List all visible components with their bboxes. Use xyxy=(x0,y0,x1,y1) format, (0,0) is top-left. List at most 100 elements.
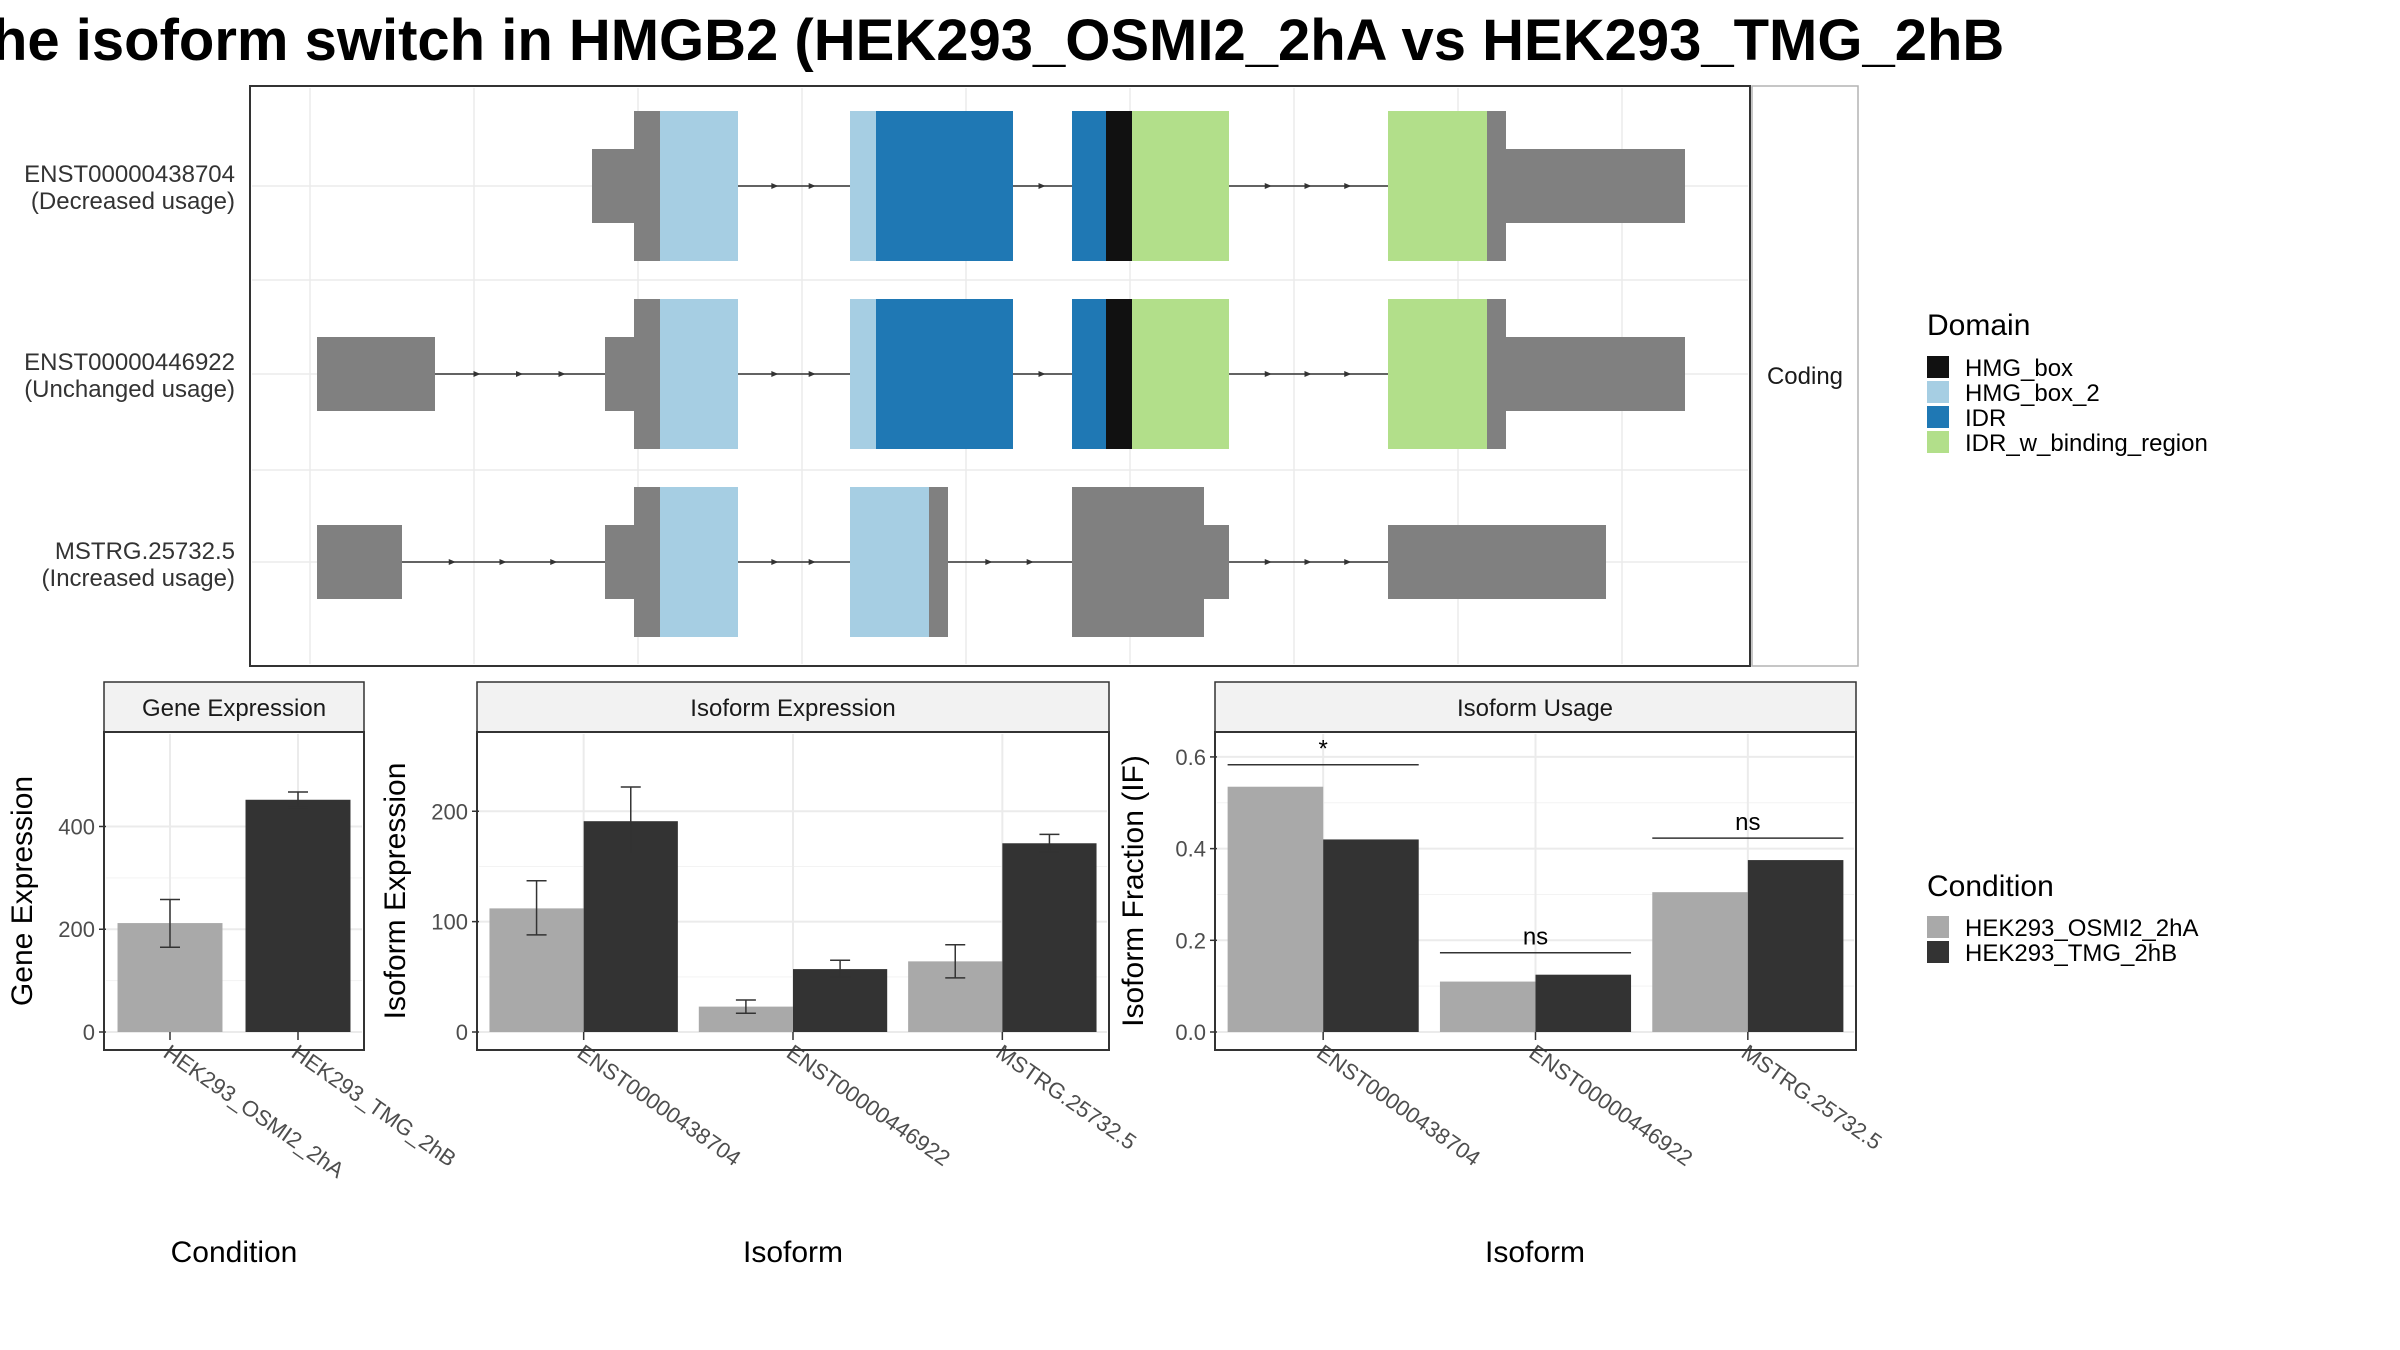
domain-legend: Domain HMG_box HMG_box_2 IDR IDR_w_bindi… xyxy=(1927,309,2208,457)
bar xyxy=(1535,974,1632,1032)
isoform-expression-panel: Isoform Expression 0 100 200 ENST0000043870… xyxy=(379,681,1141,1269)
bar xyxy=(1323,839,1419,1032)
condition-legend-title: Condition xyxy=(1927,870,2054,903)
isoform-expression-y-title: Isoform Expression xyxy=(379,763,412,1020)
domain-hmg-box-2 xyxy=(660,487,738,637)
transcript-models xyxy=(317,111,1685,637)
intron-arrow xyxy=(1038,183,1046,189)
utr-exon xyxy=(592,149,634,223)
legend-label-osmi2: HEK293_OSMI2_2hA xyxy=(1965,915,2198,942)
bar xyxy=(1747,860,1844,1032)
y-tick-label: 200 xyxy=(58,917,95,942)
bar xyxy=(1439,981,1536,1032)
domain-idr-w-binding-region xyxy=(1132,299,1229,449)
intron-arrow xyxy=(808,559,816,565)
significance-label: ns xyxy=(1735,809,1760,836)
intron-arrow xyxy=(1304,183,1312,189)
isoform-usage-plot: 0.0 0.2 0.4 0.6 * ENST00000438704 ns ENST000004… xyxy=(1175,734,1887,1171)
transcript-id: ENST00000446922 xyxy=(24,349,235,376)
intron-arrow xyxy=(1038,371,1046,377)
intron-arrow xyxy=(558,371,566,377)
y-tick-label: 0.6 xyxy=(1175,745,1206,770)
transcript-usage: (Increased usage) xyxy=(42,565,235,592)
transcript-label-ENST00000446922: ENST00000446922 (Unchanged usage) xyxy=(24,349,235,403)
legend-label-idr-w-binding-region: IDR_w_binding_region xyxy=(1965,430,2208,457)
intron-arrow xyxy=(771,559,779,565)
significance-label: * xyxy=(1318,736,1327,763)
legend-label-idr: IDR xyxy=(1965,405,2006,432)
bar xyxy=(1652,892,1748,1032)
intron-arrow xyxy=(1264,559,1272,565)
coding-exon xyxy=(1487,111,1506,261)
bar xyxy=(1227,786,1324,1032)
domain-idr-w-binding-region xyxy=(1388,299,1487,449)
transcript-label-ENST00000438704: ENST00000438704 (Decreased usage) xyxy=(24,161,235,215)
intron-arrow xyxy=(499,559,507,565)
isoform-usage-strip xyxy=(1214,681,1857,733)
isoform-usage-x-title: Isoform xyxy=(1485,1236,1585,1269)
domain-hmg-box xyxy=(1106,111,1132,261)
coding-exon xyxy=(1072,487,1204,637)
utr-exon xyxy=(605,525,634,599)
legend-label-tmg: HEK293_TMG_2hB xyxy=(1965,940,2177,967)
x-tick-label: ENST00000438704 xyxy=(573,1040,746,1171)
transcript-id: MSTRG.25732.5 xyxy=(55,538,235,565)
domain-hmg-box-2 xyxy=(850,487,929,637)
domain-idr xyxy=(876,299,1013,449)
domain-hmg-box xyxy=(1106,299,1132,449)
domain-idr xyxy=(1072,111,1106,261)
y-tick-label: 0 xyxy=(456,1020,468,1045)
intron-arrow xyxy=(1304,559,1312,565)
isoform-expression-x-title: Isoform xyxy=(743,1236,843,1269)
coding-exon xyxy=(634,487,660,637)
intron-arrow xyxy=(1344,371,1352,377)
utr-exon xyxy=(1204,525,1229,599)
transcript-label-MSTRG.25732.5: MSTRG.25732.5 (Increased usage) xyxy=(42,538,235,592)
isoform-usage-panel: Isoform Usage 0.0 0.2 0.4 0.6 * ENST000004387… xyxy=(1117,681,1887,1269)
legend-label-hmg-box: HMG_box xyxy=(1965,355,2073,382)
y-tick-label: 100 xyxy=(431,910,468,935)
legend-swatch-idr-w-binding-region xyxy=(1927,431,1949,453)
utr-exon xyxy=(317,337,435,411)
y-tick-label: 0.0 xyxy=(1175,1020,1206,1045)
figure-title: he isoform switch in HMGB2 (HEK293_OSMI2… xyxy=(0,8,2004,73)
isoform-expression-border xyxy=(476,731,1110,1051)
utr-exon xyxy=(317,525,402,599)
domain-hmg-box-2 xyxy=(850,299,876,449)
legend-swatch-osmi2 xyxy=(1927,916,1949,938)
coding-strip xyxy=(1751,85,1859,667)
domain-hmg-box-2 xyxy=(850,111,876,261)
x-tick-label: ENST00000446922 xyxy=(782,1040,955,1171)
domain-idr xyxy=(1072,299,1106,449)
gene-expression-x-title: Condition xyxy=(171,1236,298,1269)
y-tick-label: 0 xyxy=(83,1020,95,1045)
domain-idr xyxy=(876,111,1013,261)
x-tick-label: ENST00000438704 xyxy=(1312,1040,1485,1171)
gene-expression-border xyxy=(103,731,365,1051)
intron-arrow xyxy=(808,183,816,189)
x-tick-label: ENST00000446922 xyxy=(1525,1040,1698,1171)
coding-strip-label: Coding xyxy=(1767,363,1843,390)
gene-expression-strip-label: Gene Expression xyxy=(142,695,326,722)
coding-exon xyxy=(929,487,948,637)
utr-exon xyxy=(1506,149,1685,223)
x-tick-label: MSTRG.25732.5 xyxy=(1737,1040,1887,1155)
utr-exon xyxy=(605,337,634,411)
legend-label-hmg-box-2: HMG_box_2 xyxy=(1965,380,2100,407)
coding-exon xyxy=(1487,299,1506,449)
legend-swatch-tmg xyxy=(1927,941,1949,963)
intron-arrow xyxy=(1344,559,1352,565)
intron-arrow xyxy=(473,371,481,377)
isoform-usage-y-title: Isoform Fraction (IF) xyxy=(1117,755,1150,1027)
y-tick-label: 0.2 xyxy=(1175,928,1206,953)
y-tick-label: 0.4 xyxy=(1175,837,1206,862)
intron-arrow xyxy=(448,559,456,565)
intron-arrow xyxy=(771,371,779,377)
condition-legend: Condition HEK293_OSMI2_2hA HEK293_TMG_2h… xyxy=(1927,870,2198,967)
bar xyxy=(793,969,888,1032)
legend-swatch-hmg-box xyxy=(1927,356,1949,378)
utr-exon xyxy=(1506,337,1685,411)
transcript-usage: (Decreased usage) xyxy=(31,188,235,215)
intron-arrow xyxy=(1344,183,1352,189)
intron-arrow xyxy=(516,371,523,377)
